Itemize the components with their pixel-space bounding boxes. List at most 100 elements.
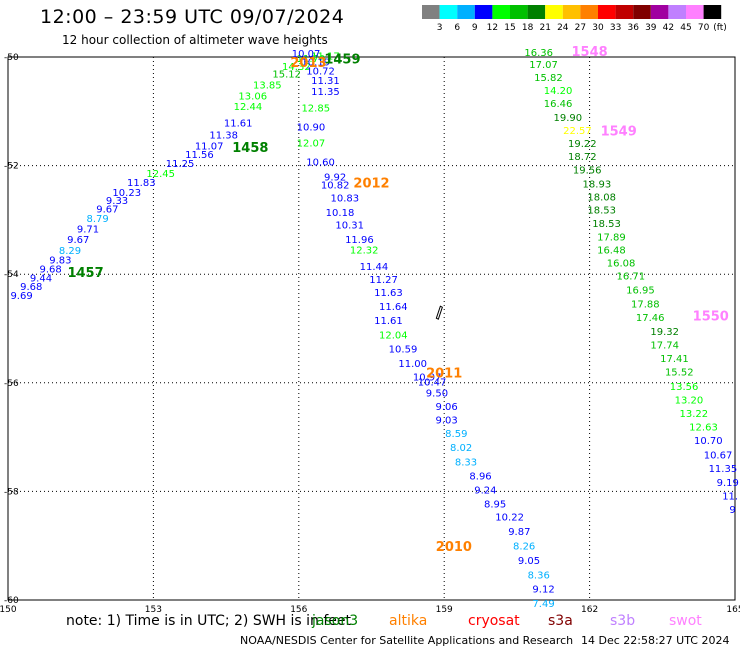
wave-height-value: 18.53: [592, 219, 621, 230]
wave-height-value: 11.31: [311, 76, 340, 87]
scale-tick-label: 45: [680, 23, 691, 33]
x-tick-label: 162: [581, 605, 598, 615]
chart-title: 12:00 – 23:59 UTC 09/07/2024: [40, 6, 345, 28]
scale-tick-label: 24: [557, 23, 569, 33]
wave-height-value: 9.24: [474, 486, 496, 497]
scale-swatch: [510, 5, 528, 19]
plot-frame: [7, 56, 736, 601]
scale-swatch: [527, 5, 546, 19]
y-tick-label: -54: [4, 270, 19, 280]
wave-height-value: 10.90: [297, 122, 326, 133]
wave-height-value: 9.06: [435, 402, 457, 413]
x-tick-label: 156: [290, 605, 307, 615]
wave-height-value: 19.22: [568, 139, 597, 150]
wave-height-value: 15.82: [534, 73, 563, 84]
pass-time-label: 2010: [436, 540, 472, 555]
pass-time-label: 1457: [67, 266, 103, 281]
source-label-cryosat: cryosat: [468, 613, 520, 629]
x-tick-label: 150: [0, 605, 17, 615]
wave-height-value: 10.97: [413, 373, 442, 384]
wave-height-value: 8.96: [469, 471, 491, 482]
pass-time-label: 2012: [353, 176, 389, 191]
wave-height-value: 16.71: [616, 272, 645, 283]
wave-height-value: 9.50: [426, 388, 448, 399]
wave-height-value: 9.67: [67, 235, 89, 246]
scale-tick-label: 33: [610, 23, 621, 33]
wave-height-value: 18.08: [587, 192, 616, 203]
wave-height-value: 11.35: [311, 87, 340, 98]
scale-tick-label: 3: [437, 23, 443, 33]
wave-height-value: 12.04: [379, 330, 408, 341]
wave-height-value: 16.95: [626, 286, 655, 297]
wave-height-value: 11.61: [374, 316, 403, 327]
wave-height-value: 16.46: [544, 99, 573, 110]
pass-time-label: 1459: [324, 53, 360, 68]
wave-height-value: 8.59: [445, 429, 467, 440]
wave-height-value: 9.19: [717, 478, 739, 489]
wave-height-value: 10.67: [704, 450, 733, 461]
wave-height-value: 11.17: [311, 52, 340, 63]
wave-height-value: 14.32: [282, 62, 311, 73]
pass-time-label: 2013: [290, 56, 326, 71]
y-tick-label: -52: [4, 162, 19, 172]
wave-height-value: 16.08: [607, 259, 636, 270]
wave-height-value: 9.87: [508, 527, 530, 538]
wave-height-value: 8.33: [455, 457, 477, 468]
x-tick-label: 153: [145, 605, 162, 615]
scale-swatch: [492, 5, 510, 19]
scale-tick-label: 9: [472, 23, 478, 33]
wave-height-value: 10.07: [292, 49, 321, 60]
scale-swatch: [668, 5, 686, 19]
agency-credit: NOAA/NESDIS Center for Satellite Applica…: [240, 634, 574, 647]
wave-height-value: 10.72: [306, 66, 335, 77]
scale-swatch: [650, 5, 669, 19]
wave-height-value: 18.72: [568, 152, 597, 163]
wave-height-value: 19.32: [650, 327, 679, 338]
wave-height-value: 9.05: [518, 556, 540, 567]
wave-height-value: 10.59: [389, 344, 418, 355]
wave-height-value: 10.22: [495, 513, 524, 524]
wave-height-value: 10.70: [694, 436, 723, 447]
ship-marker-icon: [435, 305, 443, 320]
pass-time-label: 1550: [693, 309, 729, 324]
wave-height-value: 10.23: [112, 188, 141, 199]
scale-swatch: [686, 5, 704, 19]
wave-height-value: 15.52: [665, 368, 694, 379]
scale-swatch: [439, 5, 458, 19]
y-tick-label: -50: [4, 53, 19, 63]
source-label-swot: swot: [669, 613, 702, 629]
scale-tick-label: 39: [645, 23, 657, 33]
scale-tick-label: 18: [522, 23, 534, 33]
wave-height-value: 10.19: [301, 58, 330, 69]
wave-height-value: 12.85: [301, 103, 330, 114]
scale-swatch: [703, 5, 722, 19]
wave-height-value: 11.61: [224, 119, 253, 130]
wave-height-value: 16.48: [597, 246, 626, 257]
wave-height-value: 11.63: [374, 288, 403, 299]
wave-height-value: 9.69: [10, 291, 32, 302]
scale-swatch: [633, 5, 651, 19]
wave-height-value: 13.06: [238, 91, 267, 102]
wave-height-value: 11.38: [209, 130, 238, 141]
footer-note: note: 1) Time is in UTC; 2) SWH is in fe…: [66, 613, 352, 629]
scale-tick-label: 36: [627, 23, 639, 33]
y-tick-label: -58: [4, 487, 19, 497]
x-tick-label: 165: [726, 605, 740, 615]
scale-tick-label: 21: [539, 23, 550, 33]
scale-swatch: [562, 5, 581, 19]
wave-height-value: 10.18: [326, 208, 355, 219]
pass-time-label: 1458: [232, 141, 268, 156]
wave-height-value: 12.32: [350, 246, 379, 257]
wave-height-value: 14.20: [544, 86, 573, 97]
wave-height-value: 9.71: [77, 224, 99, 235]
wave-height-value: 9.67: [96, 204, 118, 215]
wave-height-value: 12.63: [689, 423, 718, 434]
source-label-altika: altika: [389, 613, 428, 629]
wave-height-value: 19.90: [553, 113, 582, 124]
scale-swatch: [580, 5, 598, 19]
wave-height-value: 9.12: [532, 584, 554, 595]
wave-height-value: 9.92: [324, 172, 346, 183]
scale-swatch: [422, 5, 440, 19]
wave-height-value: 8.95: [484, 500, 506, 511]
wave-height-value: 9: [729, 505, 735, 516]
